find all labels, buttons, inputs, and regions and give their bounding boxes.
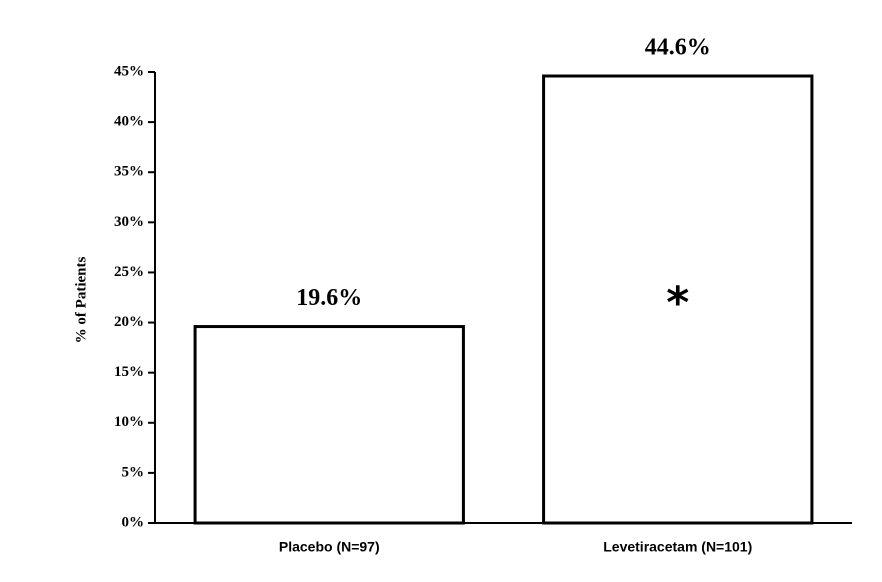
x-tick-label: Levetiracetam (N=101) <box>603 539 752 555</box>
value-label: 44.6% <box>645 35 711 61</box>
y-tick-label: 35% <box>114 164 144 180</box>
y-axis-label: % of Patients <box>73 257 89 344</box>
y-tick-label: 10% <box>114 414 144 430</box>
y-tick-label: 40% <box>114 114 144 130</box>
bar <box>542 74 814 525</box>
y-tick-label: 25% <box>114 264 144 280</box>
x-tick-label: Placebo (N=97) <box>279 539 380 555</box>
bar <box>193 325 465 525</box>
y-tick-label: 15% <box>114 364 144 380</box>
y-tick-label: 20% <box>114 314 144 330</box>
annotation: * <box>666 278 689 329</box>
y-tick-label: 5% <box>122 464 145 480</box>
value-label: 19.6% <box>296 285 362 311</box>
y-tick-label: 30% <box>114 214 144 230</box>
y-tick-label: 0% <box>122 514 145 530</box>
y-tick-label: 45% <box>114 63 144 79</box>
